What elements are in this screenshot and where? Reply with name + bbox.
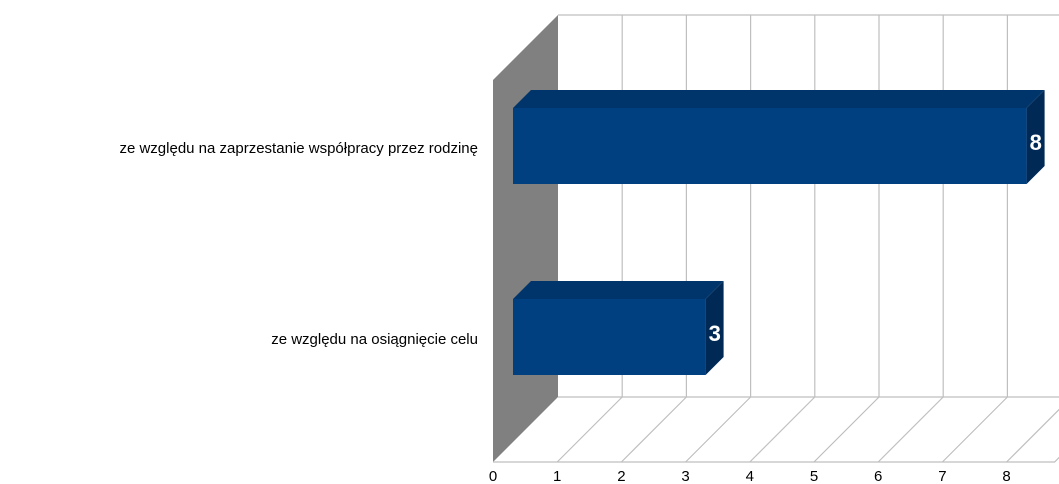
gridline-floor	[556, 396, 623, 463]
x-tick-label: 7	[938, 468, 946, 484]
gridline-floor	[813, 396, 880, 463]
gridline-floor	[1006, 408, 1059, 463]
gridline-floor	[749, 396, 816, 463]
x-tick-label: 2	[617, 468, 625, 484]
side-wall	[493, 15, 558, 462]
data-label: 3	[709, 321, 721, 346]
x-tick-label: 8	[1002, 468, 1010, 484]
category-label: ze względu na zaprzestanie współpracy pr…	[119, 140, 478, 157]
gridline-floor	[620, 396, 687, 463]
x-tick-label: 4	[746, 468, 754, 484]
gridline-floor	[941, 396, 1008, 463]
x-tick-label: 3	[681, 468, 689, 484]
x-tick-label: 6	[874, 468, 882, 484]
bar-top-face	[513, 281, 724, 299]
bar	[513, 108, 1027, 184]
bar-top-face	[513, 90, 1045, 108]
x-tick-label: 1	[553, 468, 561, 484]
floor-edge	[493, 456, 1059, 463]
bar-side-face	[705, 281, 724, 375]
category-label: ze względu na osiągnięcie celu	[271, 331, 478, 348]
gridline-floor	[877, 396, 944, 463]
data-label: 8	[1030, 130, 1042, 155]
gridline-floor	[685, 396, 752, 463]
bar	[513, 299, 706, 375]
bar-side-face	[1026, 90, 1045, 184]
x-tick-label: 5	[810, 468, 818, 484]
x-tick-label: 0	[489, 468, 497, 484]
